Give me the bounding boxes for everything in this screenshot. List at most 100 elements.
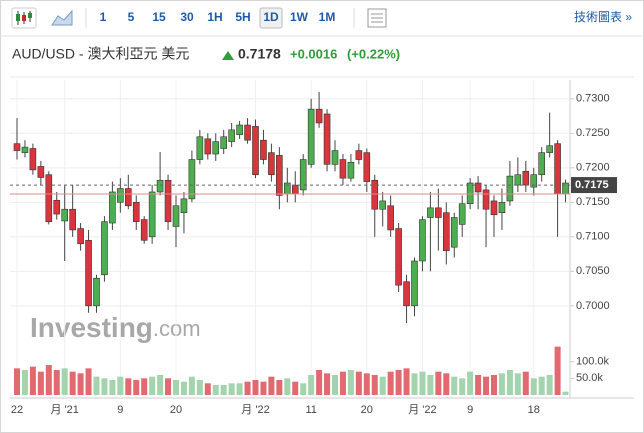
candle-body — [109, 191, 116, 224]
volume-bar — [260, 381, 267, 395]
candle-body — [403, 281, 410, 307]
interval-button[interactable]: 1D — [263, 10, 279, 24]
volume-bar — [93, 376, 100, 395]
volume-bar — [61, 368, 68, 395]
candle-body — [13, 143, 21, 151]
candle-body — [132, 202, 140, 222]
volume-bar — [363, 373, 370, 395]
candle-body — [466, 182, 474, 205]
candle-body — [156, 179, 164, 193]
volume-bar — [395, 370, 402, 395]
candle-body — [339, 159, 347, 179]
volume-bar — [149, 376, 156, 395]
interval-button[interactable]: 15 — [152, 10, 166, 24]
candle-body — [498, 202, 506, 213]
volume-bar — [37, 371, 44, 395]
volume-bar — [379, 376, 386, 395]
volume-bar — [427, 375, 434, 395]
icon-body — [28, 13, 32, 18]
volume-bar — [196, 380, 203, 395]
volume-bar — [475, 375, 482, 395]
interval-button[interactable]: 1 — [100, 10, 107, 24]
candle-body — [347, 161, 355, 179]
volume-bar — [292, 381, 299, 395]
volume-bar — [125, 378, 132, 395]
volume-bar — [228, 383, 235, 395]
candle-body — [180, 198, 188, 213]
volume-bar — [300, 383, 307, 395]
candle-body — [522, 170, 530, 186]
x-tick-label: 20 — [361, 404, 373, 416]
y-tick-label: 0.7250 — [576, 127, 610, 139]
candle-body — [101, 221, 108, 276]
interval-button[interactable]: 5 — [128, 10, 135, 24]
volume-bar — [53, 370, 60, 395]
volume-bar — [101, 378, 108, 395]
interval-button[interactable]: 5H — [235, 10, 250, 24]
volume-bar — [21, 370, 28, 395]
volume-bar — [284, 378, 291, 395]
symbol: AUD/USD - 澳大利亞元 美元 — [12, 46, 189, 62]
volume-bar — [117, 376, 124, 395]
candle-icon[interactable] — [11, 7, 37, 29]
tech-chart-link[interactable]: 技術圖表 » — [574, 10, 632, 24]
x-tick-label: 9 — [467, 404, 473, 416]
volume-bar — [188, 376, 195, 395]
candle-body — [188, 159, 196, 200]
candle-body — [204, 138, 212, 155]
candle-body — [21, 146, 29, 153]
volume-bar — [109, 380, 116, 395]
volume-bar — [355, 371, 362, 395]
candle-body — [506, 175, 514, 202]
volume-bar — [530, 378, 537, 395]
interval-button[interactable]: 1H — [207, 10, 222, 24]
interval-button[interactable]: 30 — [180, 10, 194, 24]
candle-body — [148, 191, 156, 238]
candle-body — [442, 212, 450, 251]
candle-body — [514, 174, 522, 186]
candle-body — [315, 108, 323, 124]
x-tick-label: 9 — [117, 404, 123, 416]
volume-bar — [371, 375, 378, 395]
candle-body — [117, 188, 124, 203]
candle-body — [172, 205, 180, 227]
volume-bar — [165, 378, 172, 395]
volume-bar — [236, 383, 243, 395]
volume-bar — [85, 368, 92, 395]
settings-icon[interactable] — [367, 8, 387, 28]
candle-body — [85, 239, 92, 307]
last-price-box — [571, 177, 617, 194]
interval-button[interactable]: 1M — [319, 10, 336, 24]
interval-button[interactable]: 1W — [290, 10, 309, 24]
y2-tick-label: 100.0k — [576, 356, 610, 368]
candle-body — [196, 136, 204, 160]
watermark-suffix: .com — [153, 316, 201, 341]
volume-bar — [173, 380, 179, 395]
candle-body — [252, 126, 259, 176]
last-price-label: 0.7175 — [575, 179, 609, 191]
candle-body — [419, 219, 426, 262]
candle-body — [77, 228, 84, 245]
volume-bar — [212, 385, 219, 395]
candle-body — [554, 143, 561, 195]
candle-body — [29, 148, 37, 171]
volume-bar — [133, 380, 140, 395]
volume-bar — [451, 376, 458, 395]
volume-bar — [141, 378, 148, 395]
volume-bar — [276, 380, 283, 395]
area-icon[interactable] — [51, 9, 73, 26]
volume-bar — [77, 373, 84, 395]
volume-bar — [180, 381, 187, 395]
volume-bar — [387, 371, 394, 395]
candle-body — [379, 200, 387, 210]
candle-body — [363, 152, 371, 182]
volume-bar — [467, 371, 474, 395]
volume-bar — [491, 375, 497, 395]
y-tick-label: 0.7000 — [576, 300, 610, 312]
candle-body — [53, 199, 61, 215]
change-pct: (+0.22%) — [347, 46, 400, 61]
candle-body — [244, 124, 251, 141]
candle-body — [323, 113, 331, 165]
candle-body — [69, 208, 76, 231]
